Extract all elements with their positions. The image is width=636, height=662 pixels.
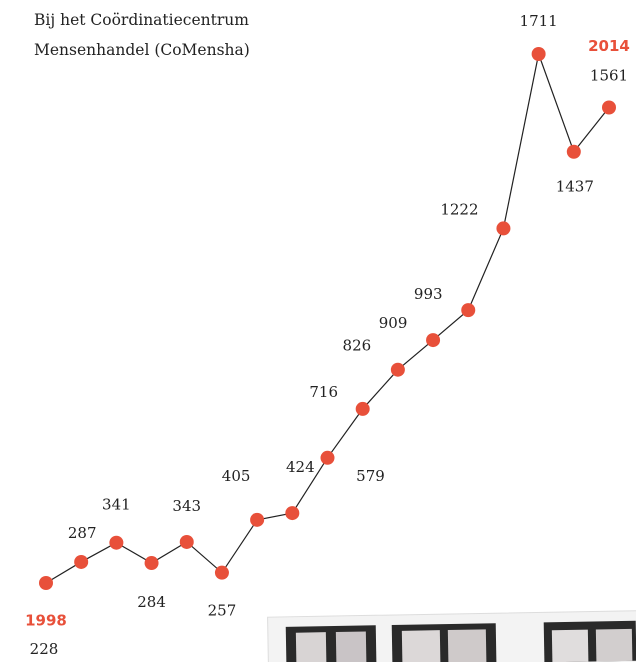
point — [602, 101, 616, 115]
data-label: 1222 — [440, 200, 478, 218]
data-label: 424 — [286, 458, 315, 476]
point — [145, 556, 159, 570]
point — [496, 221, 510, 235]
point — [426, 333, 440, 347]
data-label: 1711 — [520, 12, 558, 30]
point — [180, 535, 194, 549]
point — [109, 536, 123, 550]
data-label: 257 — [208, 602, 237, 620]
point — [285, 506, 299, 520]
data-label: 284 — [137, 593, 166, 611]
data-label: 1437 — [556, 178, 594, 196]
point — [250, 513, 264, 527]
chart-title: Bij het Coördinatiecentrum — [34, 11, 249, 29]
data-label: 579 — [356, 467, 385, 485]
data-label: 993 — [414, 285, 443, 303]
point — [74, 555, 88, 569]
year-label: 2014 — [588, 37, 630, 55]
point — [215, 566, 229, 580]
chart: Bij het Coördinatiecentrum Mensenhandel … — [0, 0, 636, 662]
point — [567, 145, 581, 159]
year-label: 1998 — [25, 612, 67, 630]
data-label: 405 — [222, 467, 251, 485]
point — [461, 303, 475, 317]
point — [321, 451, 335, 465]
point — [356, 402, 370, 416]
data-label: 287 — [68, 524, 97, 542]
data-label: 341 — [102, 496, 131, 514]
point — [391, 363, 405, 377]
data-label: 716 — [309, 383, 338, 401]
photo — [268, 611, 636, 662]
chart-title: Mensenhandel (CoMensha) — [34, 41, 250, 59]
data-label: 228 — [30, 640, 59, 658]
data-label: 909 — [379, 314, 408, 332]
data-label: 343 — [172, 497, 201, 515]
point — [532, 47, 546, 61]
data-label: 826 — [343, 337, 372, 355]
page: {"chart_data": {"type": "line", "title":… — [0, 0, 636, 662]
point — [39, 576, 53, 590]
data-label: 1561 — [590, 67, 628, 85]
